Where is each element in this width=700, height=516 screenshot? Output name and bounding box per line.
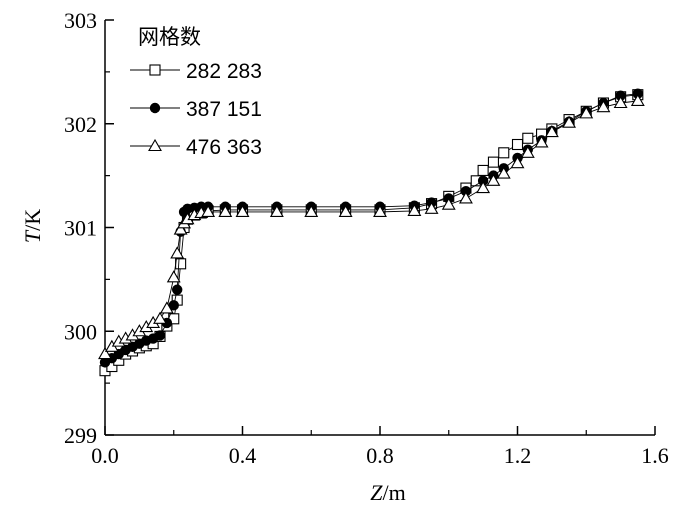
y-tick-label: 299: [64, 423, 97, 448]
data-point: [154, 330, 166, 341]
x-tick-label: 1.6: [641, 443, 669, 468]
legend-label: 476 363: [186, 136, 262, 159]
data-point: [520, 145, 535, 158]
data-point: [424, 201, 439, 214]
data-point: [477, 164, 489, 176]
legend-marker: [148, 138, 162, 152]
data-point: [615, 90, 626, 101]
legend-label: 387 151: [186, 98, 262, 121]
data-point: [511, 138, 524, 151]
data-point: [171, 284, 183, 295]
legend-marker: [149, 102, 161, 114]
x-axis-label: Z/m: [370, 480, 405, 505]
data-point: [544, 124, 559, 138]
y-axis-label: T/K: [20, 209, 45, 243]
data-point: [159, 301, 174, 314]
axes: 0.0 0.4 0.8 1.2 1.6 299 300 301 302 303: [64, 8, 669, 468]
y-axis-unit: /K: [20, 209, 45, 231]
series-3: [98, 93, 645, 360]
y-tick-label: 300: [64, 319, 97, 344]
x-tick-label: 0.4: [229, 443, 257, 468]
data-point: [477, 175, 489, 187]
data-point: [175, 258, 187, 270]
data-point: [373, 204, 387, 217]
data-point: [486, 173, 501, 186]
legend-entry: 282 283: [130, 60, 262, 83]
data-point: [562, 115, 577, 128]
data-point: [304, 204, 319, 217]
data-point: [534, 135, 549, 148]
data-point: [166, 270, 181, 283]
data-point: [632, 88, 644, 99]
legend-label: 282 283: [186, 60, 262, 83]
data-point: [441, 197, 456, 210]
data-point: [201, 204, 216, 217]
data-point: [170, 246, 185, 259]
data-point: [338, 204, 353, 217]
x-tick-label: 0.8: [366, 443, 394, 468]
data-point: [596, 100, 611, 113]
data-point: [173, 222, 188, 235]
data-point: [613, 95, 628, 109]
legend-entry: 476 363: [130, 136, 262, 159]
data-point: [98, 346, 112, 360]
data-point: [630, 93, 645, 106]
data-point: [496, 166, 511, 179]
data-point: [235, 204, 250, 217]
data-point: [476, 180, 491, 194]
x-axis-variable: Z: [370, 480, 383, 505]
data-point: [579, 106, 594, 119]
legend-entry: 387 151: [130, 98, 262, 121]
data-point: [510, 156, 525, 169]
data-point: [460, 185, 472, 197]
x-tick-label: 0.0: [91, 443, 119, 468]
data-point: [218, 204, 233, 217]
data-point: [522, 132, 534, 144]
data-point: [269, 204, 284, 217]
data-point: [407, 203, 422, 216]
legend: 网格数 282 283 387 151 476 363: [130, 25, 262, 159]
y-tick-label: 301: [64, 216, 97, 241]
data-point: [458, 191, 473, 204]
y-tick-label: 302: [64, 112, 97, 137]
x-axis-unit: /m: [383, 480, 406, 505]
data-point: [168, 300, 179, 311]
x-tick-label: 1.2: [504, 443, 532, 468]
data-point: [153, 311, 167, 324]
data-point: [487, 156, 499, 168]
legend-title: 网格数: [138, 25, 201, 49]
y-axis-variable: T: [20, 229, 45, 243]
legend-marker: [149, 64, 161, 76]
series-layer: [98, 88, 645, 377]
y-tick-label: 303: [64, 8, 97, 33]
data-point: [498, 147, 510, 159]
